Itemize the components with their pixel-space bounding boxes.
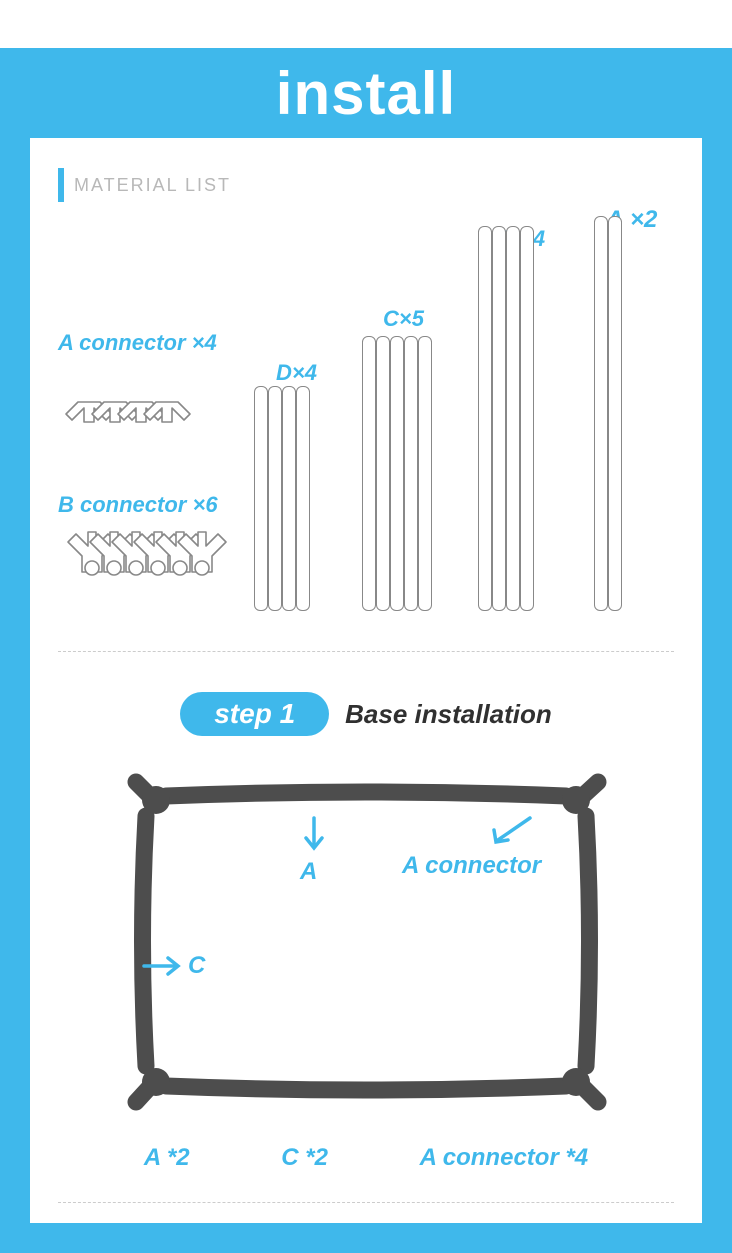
tube-d-group xyxy=(254,386,310,611)
tube-d-icon xyxy=(268,386,282,611)
step-1-parts-row: A *2 C *2 A connector *4 xyxy=(58,1144,674,1172)
tube-b-icon xyxy=(478,226,492,611)
step-1-title: Base installation xyxy=(345,699,552,730)
step-1-pill: step 1 xyxy=(180,692,329,736)
tube-c-icon xyxy=(390,336,404,611)
material-list-title: MATERIAL LIST xyxy=(74,175,231,196)
tube-d-icon xyxy=(282,386,296,611)
tube-b-icon xyxy=(506,226,520,611)
tube-b-icon xyxy=(492,226,506,611)
material-list-header: MATERIAL LIST xyxy=(58,168,674,202)
tube-c-label: C×5 xyxy=(383,306,424,332)
tube-d-icon xyxy=(296,386,310,611)
annotation-a-connector: A connector xyxy=(402,852,541,880)
tube-c-icon xyxy=(362,336,376,611)
content-card: MATERIAL LIST A connector ×4 xyxy=(30,138,702,1223)
part-aconn-qty: A connector *4 xyxy=(420,1144,588,1172)
accent-bar xyxy=(58,168,64,202)
tube-c-group xyxy=(362,336,432,611)
tube-c-icon xyxy=(418,336,432,611)
tube-a-icon xyxy=(594,216,608,611)
tube-a-group xyxy=(594,216,622,611)
tube-d-icon xyxy=(254,386,268,611)
step-1-diagram: A A connector C xyxy=(106,766,626,1126)
title-bar: install xyxy=(0,48,732,138)
arrow-down-icon xyxy=(302,816,326,856)
annotation-a: A xyxy=(300,858,317,886)
part-a-qty: A *2 xyxy=(144,1144,190,1172)
top-gap xyxy=(0,0,732,48)
arrow-diag-icon xyxy=(488,814,536,850)
tube-b-group xyxy=(478,226,534,611)
tube-c-icon xyxy=(376,336,390,611)
material-list-panel: A connector ×4 xyxy=(58,222,674,652)
connector-b-label: B connector ×6 xyxy=(58,492,218,518)
step-1-section: step 1 Base installation xyxy=(58,692,674,1203)
arrow-right-icon xyxy=(142,954,186,978)
tube-a-icon xyxy=(608,216,622,611)
outer-panel: MATERIAL LIST A connector ×4 xyxy=(0,138,732,1253)
connector-a-label: A connector ×4 xyxy=(58,330,217,356)
connector-a-icon xyxy=(58,362,208,432)
base-frame-icon xyxy=(106,766,626,1126)
part-c-qty: C *2 xyxy=(281,1144,328,1172)
tube-c-icon xyxy=(404,336,418,611)
tube-b-icon xyxy=(520,226,534,611)
annotation-c: C xyxy=(188,952,205,980)
connector-b-icon xyxy=(58,522,228,602)
tube-d-label: D×4 xyxy=(276,360,317,386)
page-title: install xyxy=(276,59,456,128)
step-1-header: step 1 Base installation xyxy=(58,692,674,736)
